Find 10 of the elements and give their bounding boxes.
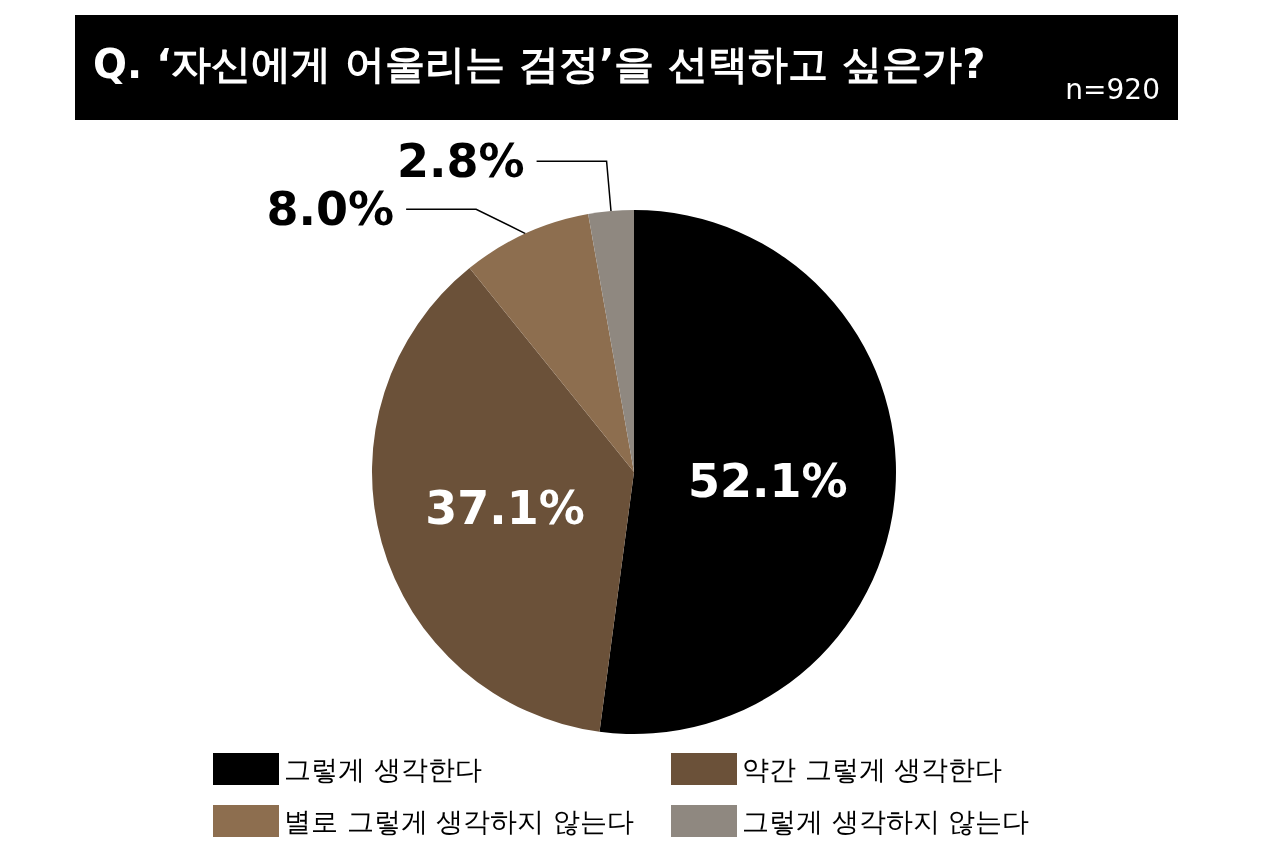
- data-label: 37.1%: [425, 481, 585, 536]
- legend-label: 별로 그렇게 생각하지 않는다: [284, 805, 634, 837]
- legend-label: 그렇게 생각한다: [284, 753, 482, 785]
- data-label: 2.8%: [397, 134, 525, 189]
- data-label: 52.1%: [687, 453, 848, 508]
- legend-label: 약간 그렇게 생각한다: [742, 753, 1003, 785]
- chart-title: Q. ‘자신에게 어울리는 검정’을 선택하고 싶은가?: [93, 40, 986, 89]
- legend-label: 그렇게 생각하지 않는다: [742, 805, 1030, 837]
- data-label: 8.0%: [266, 182, 395, 237]
- text: n=920: [1065, 73, 1160, 106]
